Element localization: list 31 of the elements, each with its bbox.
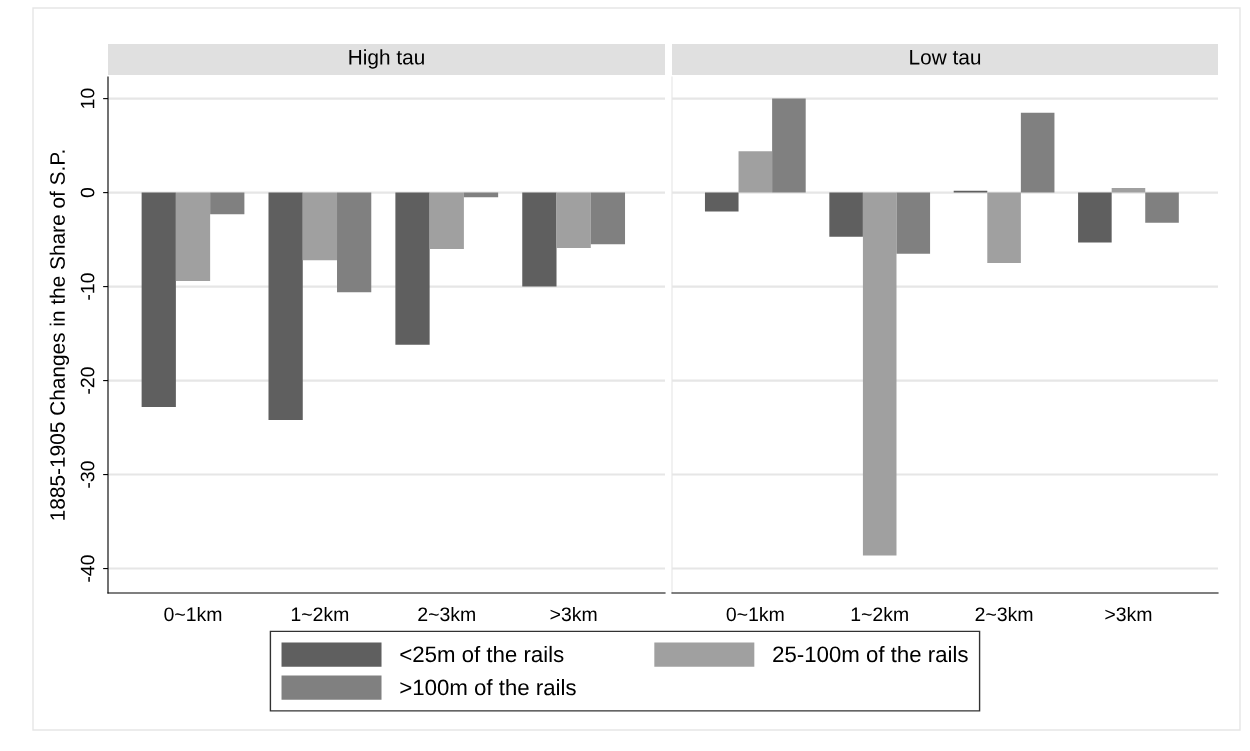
bar xyxy=(704,192,739,212)
bar xyxy=(1020,112,1055,193)
y-tick-label: 0 xyxy=(80,187,95,198)
legend-label: 25-100m of the rails xyxy=(773,645,968,663)
bar xyxy=(772,98,806,193)
bar xyxy=(738,151,773,193)
x-tick-label: 0~1km xyxy=(726,606,784,622)
bar xyxy=(862,192,897,556)
x-tick-label: >3km xyxy=(550,606,597,622)
y-tick-label: -30 xyxy=(80,461,95,488)
chart-title: High tau xyxy=(349,49,424,69)
y-tick-label: 10 xyxy=(80,88,95,108)
legend-label: <25m of the rails xyxy=(400,645,564,663)
x-tick-label: 0~1km xyxy=(164,606,222,622)
bar xyxy=(987,192,1021,264)
x-tick-label: 1~2km xyxy=(291,606,349,621)
y-axis-title: 1885-1905 Changes in the Share of S.P. xyxy=(49,150,70,520)
x-tick-label: 1~2km xyxy=(851,606,908,621)
x-tick-label: 2~3km xyxy=(975,606,1033,622)
y-tick-label: -40 xyxy=(80,555,95,582)
x-tick-label: 2~3km xyxy=(418,606,475,622)
y-tick-label: -20 xyxy=(80,367,95,394)
legend-label: >100m of the rails xyxy=(400,679,576,696)
bar xyxy=(1111,187,1146,193)
bar xyxy=(829,192,863,237)
y-tick-label: -10 xyxy=(80,273,95,300)
x-tick-label: >3km xyxy=(1105,606,1152,622)
chart-title: Low tau xyxy=(910,50,981,65)
bar xyxy=(1078,192,1112,243)
bar xyxy=(1145,192,1179,223)
bar xyxy=(896,192,931,254)
